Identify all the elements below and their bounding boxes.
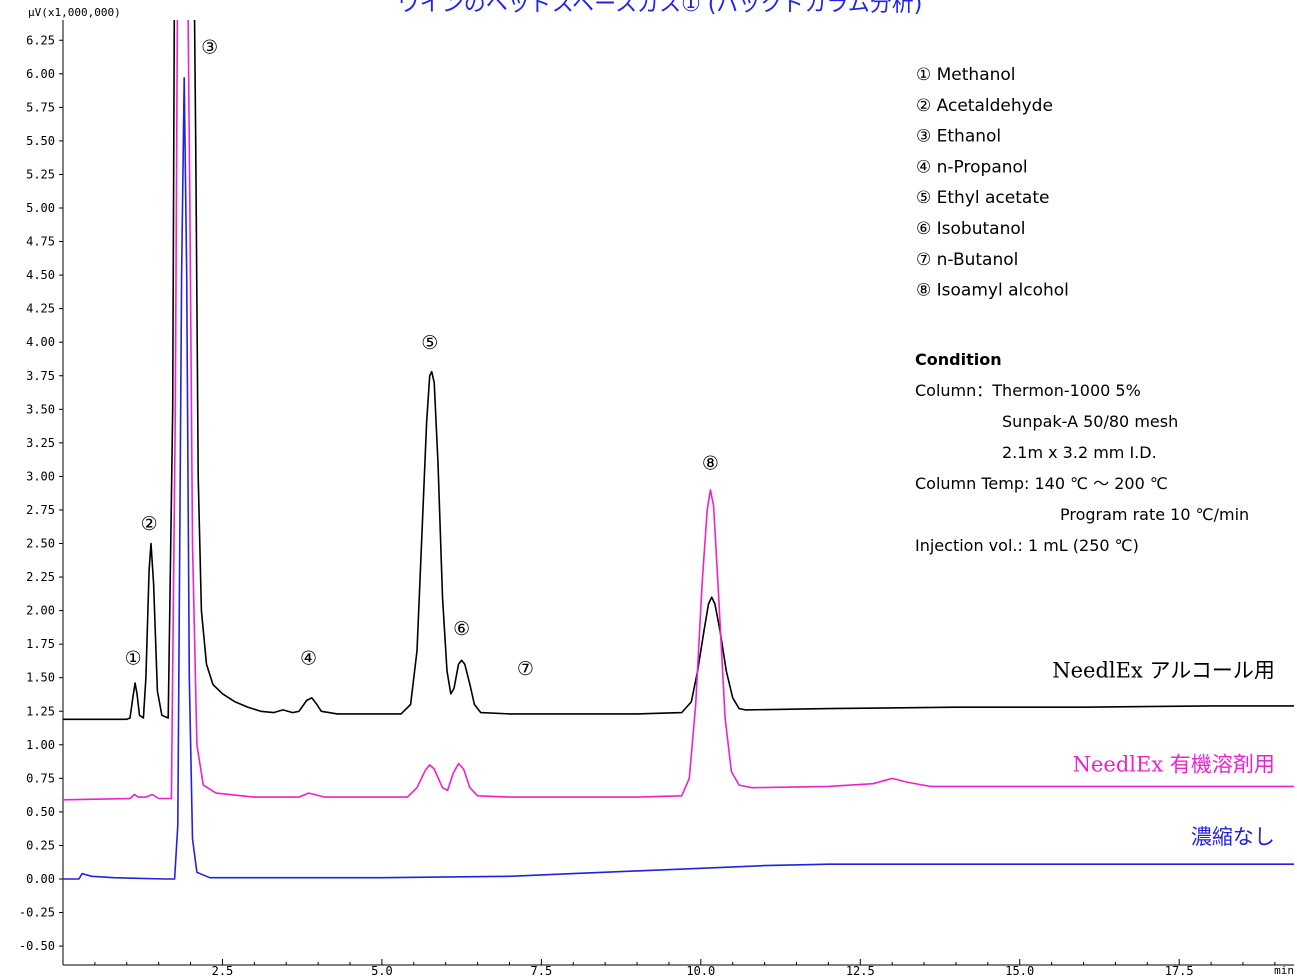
x-unit-label: min	[1274, 964, 1294, 977]
series-line-1	[63, 20, 1294, 721]
x-tick-label: 10.0	[686, 964, 715, 977]
compound-legend: ① Methanol ② Acetaldehyde ③ Ethanol ④ n-Pro…	[916, 65, 1069, 301]
legend-entry: ② Acetaldehyde	[916, 96, 1053, 116]
legend-entry: ④ n-Propanol	[916, 157, 1028, 177]
y-tick-label: 0.50	[26, 805, 55, 819]
y-tick-label: 3.75	[26, 369, 55, 383]
series-name-label: NeedlEx 有機溶剤用	[1073, 753, 1275, 777]
y-tick-label: 1.50	[26, 671, 55, 685]
series-name-label: 濃縮なし	[1191, 825, 1275, 849]
legend-entry: ⑤ Ethyl acetate	[916, 188, 1049, 208]
legend-entry: ⑧ Isoamyl alcohol	[916, 281, 1069, 301]
x-tick-label: 2.5	[212, 964, 234, 977]
chart-title: ワインのヘッドスペースガス① (パックドカラム分析)	[398, 0, 923, 17]
x-tick-label: 15.0	[1005, 964, 1034, 977]
condition-line: Column Temp: 140 ℃ ～ 200 ℃	[915, 474, 1168, 493]
y-tick-label: -0.25	[19, 906, 55, 920]
y-tick-label: 2.00	[26, 604, 55, 618]
x-tick-label: 5.0	[371, 964, 393, 977]
series-line-2	[63, 20, 1294, 801]
y-tick-label: 1.75	[26, 637, 55, 651]
y-tick-label: 1.25	[26, 704, 55, 718]
legend-entry: ① Methanol	[916, 65, 1016, 85]
y-tick-label: -0.50	[19, 939, 55, 953]
y-tick-label: 4.00	[26, 335, 55, 349]
y-tick-label: 0.00	[26, 872, 55, 886]
y-tick-label: 6.25	[26, 33, 55, 47]
peak-label: ⑥	[453, 618, 470, 640]
y-tick-label: 3.50	[26, 402, 55, 416]
y-tick-label: 4.25	[26, 302, 55, 316]
y-tick-label: 5.50	[26, 134, 55, 148]
y-tick-label: 2.75	[26, 503, 55, 517]
peak-label: ⑤	[421, 332, 438, 354]
series-line-3	[63, 77, 1294, 880]
condition-line: 2.1m x 3.2 mm I.D.	[1002, 443, 1157, 462]
y-tick-label: 5.25	[26, 167, 55, 181]
series-name-label: NeedlEx アルコール用	[1052, 659, 1275, 683]
legend-entry: ⑥ Isobutanol	[916, 219, 1025, 239]
y-tick-label: 1.00	[26, 738, 55, 752]
y-tick-label: 4.75	[26, 235, 55, 249]
x-tick-label: 12.5	[846, 964, 875, 977]
y-tick-label: 6.00	[26, 67, 55, 81]
x-tick-label: 7.5	[531, 964, 553, 977]
y-tick-label: 2.25	[26, 570, 55, 584]
y-tick-label: 3.00	[26, 469, 55, 483]
y-tick-label: 2.50	[26, 537, 55, 551]
y-tick-label: 5.75	[26, 100, 55, 114]
legend-entry: ③ Ethanol	[916, 127, 1001, 147]
condition-line: Program rate 10 ℃/min	[1060, 505, 1249, 524]
peak-label: ④	[300, 647, 317, 669]
condition-line: Column：Thermon-1000 5%	[915, 381, 1141, 400]
legend-entry: ⑦ n-Butanol	[916, 250, 1018, 270]
y-tick-label: 5.00	[26, 201, 55, 215]
peak-label: ⑦	[517, 658, 534, 680]
series-layer	[63, 20, 1294, 880]
condition-block: Condition Column：Thermon-1000 5% Sunpak-A …	[915, 350, 1249, 555]
x-tick-label: 17.5	[1165, 964, 1194, 977]
y-tick-label: 4.50	[26, 268, 55, 282]
peak-label: ⑧	[702, 453, 719, 475]
axes: -0.50 -0.25 0.00 0.25 0.50 0.75 1.00 1.25 1.50 1.…	[19, 20, 1294, 977]
peak-label: ①	[125, 647, 142, 669]
condition-heading: Condition	[915, 350, 1002, 369]
y-tick-label: 0.25	[26, 838, 55, 852]
y-tick-label: 3.25	[26, 436, 55, 450]
condition-line: Sunpak-A 50/80 mesh	[1002, 412, 1178, 431]
y-tick-label: 0.75	[26, 771, 55, 785]
y-unit-label: μV(x1,000,000)	[28, 6, 121, 19]
peak-labels: ① ② ③ ④ ⑤ ⑥ ⑦ ⑧	[125, 37, 719, 680]
peak-label: ③	[201, 37, 218, 59]
peak-label: ②	[141, 513, 158, 535]
condition-line: Injection vol.: 1 mL (250 ℃)	[915, 536, 1139, 555]
